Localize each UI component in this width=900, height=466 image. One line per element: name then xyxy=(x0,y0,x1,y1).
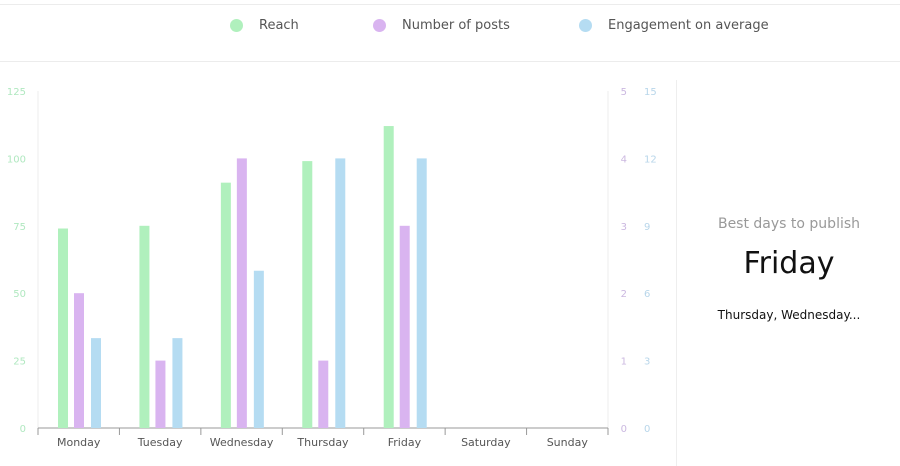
bar-number-of-posts xyxy=(399,225,410,428)
legend-dot-posts xyxy=(373,19,386,32)
x-tick-label: Thursday xyxy=(296,436,349,449)
legend-divider xyxy=(0,61,900,62)
legend-label: Reach xyxy=(259,18,299,33)
legend-label: Number of posts xyxy=(402,18,510,33)
legend-item-engagement[interactable]: Engagement on average xyxy=(579,18,769,33)
legend-dot-reach xyxy=(230,19,243,32)
x-tick-label: Wednesday xyxy=(210,436,274,449)
tick-label-right2: 15 xyxy=(644,87,657,98)
tick-label-right1: 1 xyxy=(621,357,627,368)
tick-label-right1: 2 xyxy=(621,289,627,300)
x-tick-label: Friday xyxy=(388,436,422,449)
tick-label-right2: 3 xyxy=(644,357,650,368)
bar-reach xyxy=(220,182,231,428)
tick-label-right2: 6 xyxy=(644,289,650,300)
tick-label-left: 25 xyxy=(13,357,26,368)
bar-engagement-on-average xyxy=(335,158,346,428)
tick-label-right2: 12 xyxy=(644,154,657,165)
x-tick-label: Saturday xyxy=(461,436,511,449)
tick-label-right1: 4 xyxy=(621,154,627,165)
bar-number-of-posts xyxy=(155,360,166,428)
chart-legend: Reach Number of posts Engagement on aver… xyxy=(0,18,900,48)
bar-number-of-posts xyxy=(318,360,329,428)
tick-label-right1: 3 xyxy=(621,222,627,233)
tick-label-left: 125 xyxy=(7,87,26,98)
bar-engagement-on-average xyxy=(91,338,101,428)
tick-label-right2: 9 xyxy=(644,222,650,233)
x-tick-label: Sunday xyxy=(547,436,589,449)
top-border xyxy=(0,4,900,5)
other-days: Thursday, Wednesday... xyxy=(717,308,861,322)
legend-label: Engagement on average xyxy=(608,18,769,33)
panel-subtitle: Best days to publish xyxy=(717,216,861,232)
bar-engagement-on-average xyxy=(253,270,264,428)
x-tick-label: Tuesday xyxy=(137,436,183,449)
bar-number-of-posts xyxy=(236,158,247,428)
tick-label-right2: 0 xyxy=(644,424,650,435)
tick-label-right1: 5 xyxy=(621,87,627,98)
bar-number-of-posts xyxy=(74,293,84,428)
legend-item-reach[interactable]: Reach xyxy=(230,18,299,33)
best-day: Friday xyxy=(743,246,835,281)
tick-label-left: 0 xyxy=(20,424,26,435)
bar-reach xyxy=(302,161,313,428)
bar-engagement-on-average xyxy=(416,158,427,428)
legend-dot-engagement xyxy=(579,19,592,32)
bar-reach xyxy=(383,126,394,428)
tick-label-left: 75 xyxy=(13,222,26,233)
tick-label-left: 50 xyxy=(13,289,26,300)
bar-reach xyxy=(139,225,150,428)
best-days-panel: Best days to publish Friday Thursday, We… xyxy=(676,80,900,466)
tick-label-right1: 0 xyxy=(621,424,627,435)
x-tick-label: Monday xyxy=(57,436,101,449)
bar-engagement-on-average xyxy=(172,338,183,428)
tick-label-left: 100 xyxy=(7,154,26,165)
legend-item-posts[interactable]: Number of posts xyxy=(373,18,510,33)
bar-reach xyxy=(58,228,68,428)
